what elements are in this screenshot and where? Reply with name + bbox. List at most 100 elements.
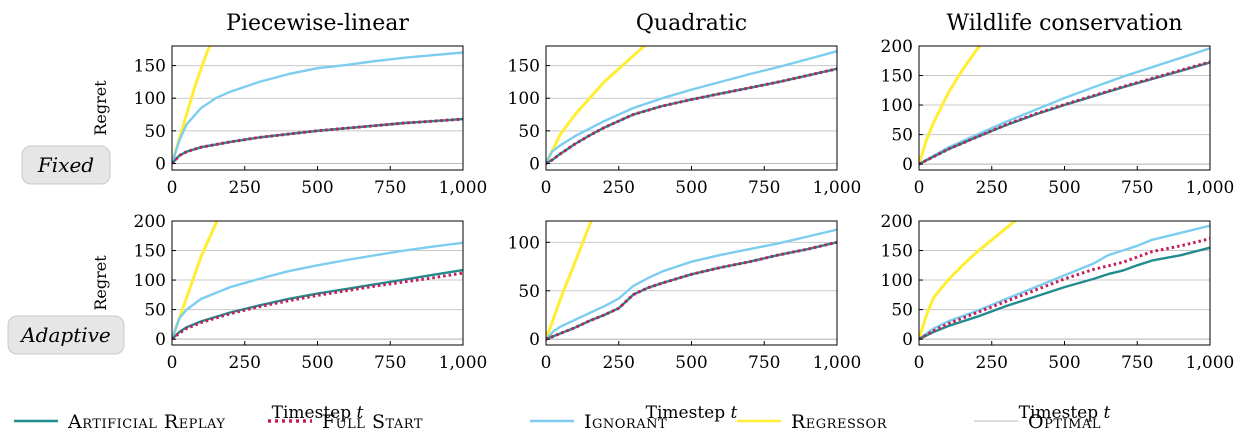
x-tick-label: 250	[603, 178, 635, 198]
series-ignorant	[172, 51, 463, 164]
panel-title: Quadratic	[636, 11, 747, 36]
legend-label: Regressor	[791, 411, 888, 433]
y-tick-label: 150	[881, 242, 913, 262]
series-regressor	[546, 46, 647, 165]
panel-title: Piecewise-linear	[226, 11, 409, 36]
y-tick-label: 150	[881, 67, 913, 87]
series-artificial-replay	[919, 246, 1210, 341]
x-tick-label: 0	[914, 353, 925, 373]
legend-label: Optimal	[1028, 411, 1101, 433]
series-full-start	[919, 237, 1210, 341]
row-label-fixed: Fixed	[21, 145, 111, 185]
series-full-start	[172, 271, 463, 341]
y-tick-label: 50	[891, 126, 913, 146]
x-tick-label: 0	[167, 178, 178, 198]
series-regressor	[546, 221, 593, 340]
x-tick-label: 750	[374, 178, 406, 198]
x-axis-label: Timestep t	[272, 403, 364, 423]
y-tick-label: 100	[508, 233, 540, 253]
x-tick-label: 250	[976, 353, 1008, 373]
panel-3: 0 50 100 150 200 0 250 500 750 1,000 Regret Timeste…	[91, 212, 487, 423]
panel-title: Wildlife conservation	[946, 11, 1182, 36]
y-tick-label: 150	[508, 57, 540, 77]
x-tick-label: 250	[603, 353, 635, 373]
series-ignorant	[172, 241, 463, 340]
x-tick-label: 250	[229, 178, 261, 198]
x-tick-label: 750	[1121, 353, 1153, 373]
x-tick-label: 1,000	[439, 353, 488, 373]
panel-2: 0 50 100 150 200 0 250 500 750 1,000 Wildlife cons…	[881, 11, 1235, 198]
y-tick-label: 100	[134, 89, 166, 109]
y-tick-label: 50	[144, 301, 166, 321]
y-axis-label: Regret	[91, 255, 110, 311]
y-tick-label: 100	[881, 271, 913, 291]
legend-label: Full Start	[322, 411, 423, 433]
axes-frame	[918, 220, 1211, 346]
y-tick-label: 0	[529, 330, 540, 350]
y-tick-label: 0	[155, 154, 166, 174]
x-tick-label: 750	[748, 353, 780, 373]
axes-frame	[918, 45, 1211, 171]
y-tick-label: 0	[902, 155, 913, 175]
series-full-start	[546, 240, 837, 341]
x-tick-label: 750	[374, 353, 406, 373]
y-tick-label: 200	[134, 212, 166, 232]
panel-1: 0 50 100 150 0 250 500 750 1,000 Quadratic	[508, 11, 862, 198]
legend: Artificial Replay Full Start Ignorant Regre…	[14, 411, 1101, 433]
x-tick-label: 750	[748, 178, 780, 198]
x-tick-label: 500	[675, 178, 707, 198]
y-tick-label: 0	[529, 154, 540, 174]
panel-0: 0 50 100 150 0 250 500 750 1,000 Piecewise-linear…	[91, 11, 487, 198]
series-ignorant	[919, 47, 1210, 166]
x-tick-label: 500	[1048, 178, 1080, 198]
series-ignorant	[546, 228, 837, 341]
y-axis-label: Regret	[91, 80, 110, 136]
x-tick-label: 1,000	[813, 178, 862, 198]
legend-label: Ignorant	[584, 411, 667, 433]
panel-5: 0 50 100 150 200 0 250 500 750 1,000 Timestep t	[881, 212, 1235, 423]
y-tick-label: 150	[134, 242, 166, 262]
x-axis-label: Timestep t	[1019, 403, 1111, 423]
series-artificial-replay	[172, 117, 463, 165]
series-full-start	[546, 67, 837, 165]
series-regressor	[919, 46, 982, 165]
x-tick-label: 0	[914, 178, 925, 198]
x-tick-label: 1,000	[813, 353, 862, 373]
y-tick-label: 0	[155, 330, 166, 350]
axes-frame	[171, 45, 464, 171]
x-tick-label: 0	[167, 353, 178, 373]
series-artificial-replay	[919, 61, 1210, 166]
series-regressor	[172, 221, 219, 340]
y-tick-label: 100	[134, 271, 166, 291]
series-ignorant	[919, 224, 1210, 341]
x-tick-label: 250	[976, 178, 1008, 198]
series-full-start	[172, 117, 463, 165]
series-ignorant	[546, 50, 837, 165]
row-label-text: Fixed	[37, 153, 94, 177]
x-tick-label: 1,000	[1186, 178, 1235, 198]
x-tick-label: 0	[541, 353, 552, 373]
legend-label: Artificial Replay	[67, 411, 226, 433]
axes-frame	[545, 45, 838, 171]
x-tick-label: 0	[541, 178, 552, 198]
x-tick-label: 1,000	[439, 178, 488, 198]
series-full-start	[919, 60, 1210, 166]
series-regressor	[919, 221, 1016, 340]
x-tick-label: 500	[301, 178, 333, 198]
y-tick-label: 100	[881, 96, 913, 116]
y-tick-label: 200	[881, 212, 913, 232]
axes-frame	[171, 220, 464, 346]
y-tick-label: 150	[134, 57, 166, 77]
y-tick-label: 50	[891, 301, 913, 321]
x-tick-label: 1,000	[1186, 353, 1235, 373]
x-tick-label: 500	[1048, 353, 1080, 373]
y-tick-label: 0	[902, 330, 913, 350]
row-label-adaptive: Adaptive	[7, 315, 125, 355]
panel-4: 0 50 100 0 250 500 750 1,000 Timestep t	[508, 220, 862, 423]
y-tick-label: 50	[518, 122, 540, 142]
x-axis-label: Timestep t	[646, 403, 738, 423]
x-tick-label: 500	[301, 353, 333, 373]
y-tick-label: 100	[508, 89, 540, 109]
row-label-text: Adaptive	[19, 323, 111, 347]
